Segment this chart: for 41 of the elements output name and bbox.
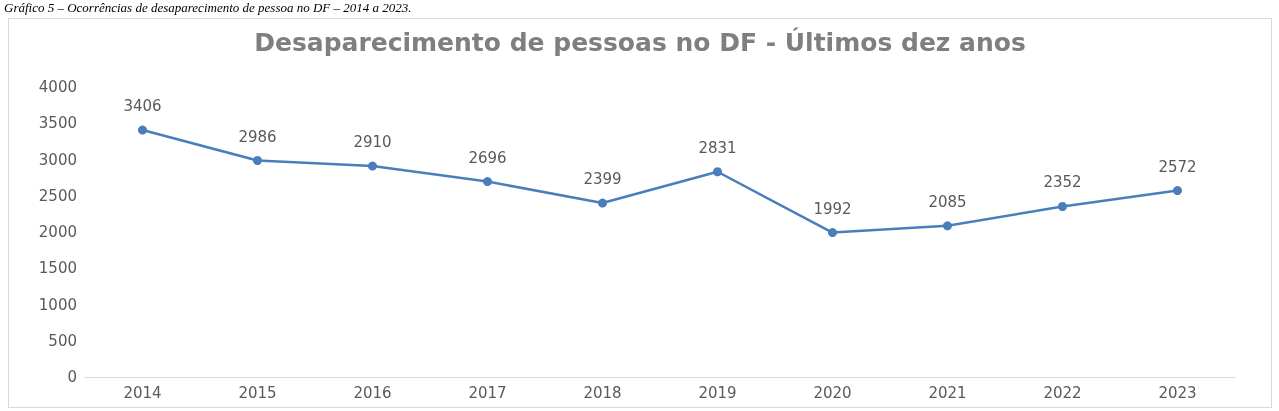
x-tick-label: 2015: [238, 383, 277, 402]
point: [368, 161, 377, 171]
data-label: 3406: [123, 97, 162, 116]
x-tick-label: 2017: [468, 383, 507, 402]
y-tick-label: 2000: [38, 223, 77, 241]
data-label: 1992: [813, 199, 852, 218]
x-tick-label: 2020: [813, 383, 852, 402]
x-tick-label: 2022: [1043, 383, 1082, 402]
data-label: 2572: [1158, 157, 1197, 176]
text: Gráfico 5 – Ocorrências de desaparecimento de pessoa no DF – 2014 a 2023.: [4, 0, 412, 16]
chart-title: Desaparecimento de pessoas no DF - Últimos dez anos: [254, 27, 1026, 57]
y-tick-label: 4000: [38, 78, 77, 96]
data-label: 2986: [238, 127, 277, 146]
y-tick-label: 2500: [38, 186, 77, 205]
y-tick-label: 1500: [38, 259, 77, 278]
y-tick-label: 0: [67, 368, 77, 386]
y-tick-label: 500: [48, 331, 77, 350]
point: [138, 125, 147, 135]
x-tick-label: 2016: [353, 383, 392, 402]
data-label: 2399: [583, 170, 622, 189]
y-tick-label: 3500: [38, 114, 77, 133]
point: [713, 167, 722, 177]
x-tick-label: 2021: [928, 383, 967, 402]
x-tick-label: 2014: [123, 383, 162, 402]
x-tick-label: 2019: [698, 383, 737, 402]
data-label: 2085: [928, 192, 967, 211]
point: [1058, 201, 1067, 211]
data-label: 2352: [1043, 173, 1082, 192]
point: [483, 177, 492, 187]
y-tick-label: 3000: [38, 150, 77, 169]
x-tick-label: 2023: [1158, 383, 1197, 402]
point: [943, 221, 952, 231]
point: [1173, 186, 1182, 196]
x-tick-label: 2018: [583, 383, 622, 402]
y-tick-label: 1000: [38, 295, 77, 314]
point: [253, 156, 262, 166]
data-label: 2696: [468, 148, 507, 167]
point: [598, 198, 607, 208]
point: [828, 228, 837, 238]
data-label: 2831: [698, 138, 737, 157]
data-label: 2910: [353, 133, 392, 152]
